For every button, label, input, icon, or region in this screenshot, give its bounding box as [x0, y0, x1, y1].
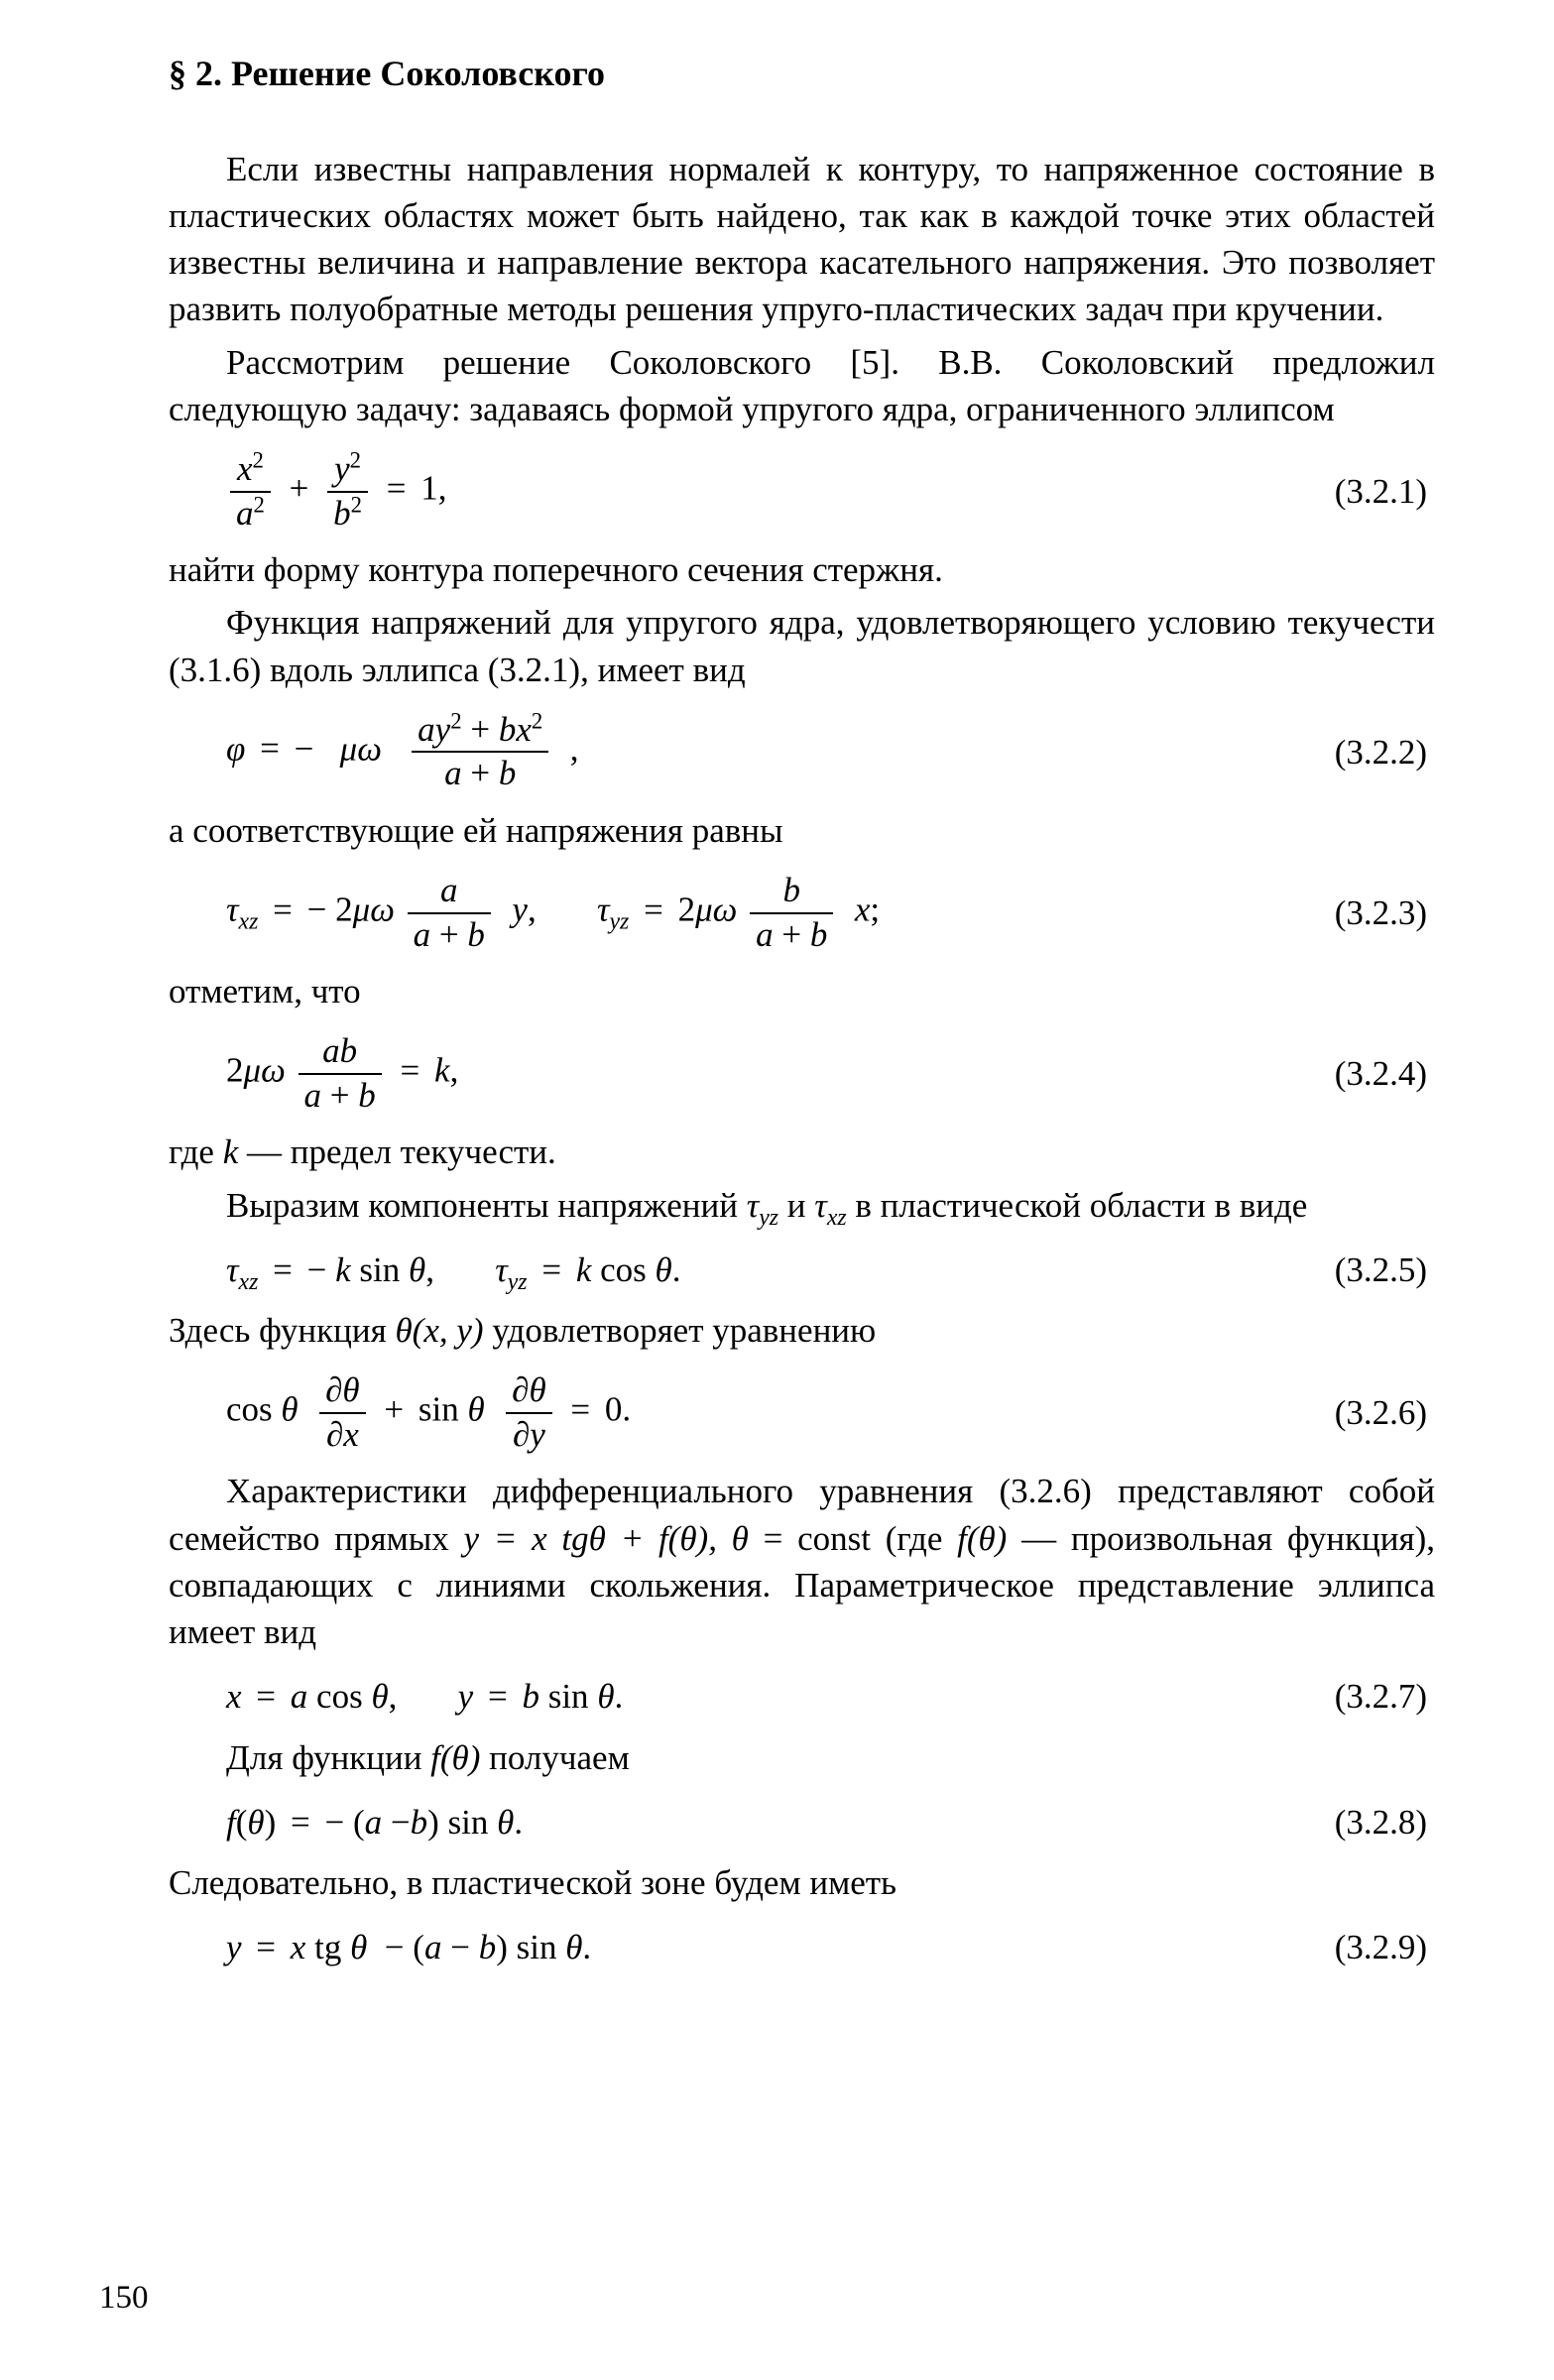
- paragraph-4: Функция напряжений для упругого ядра, уд…: [169, 599, 1435, 693]
- paragraph-12: Следовательно, в пластической зоне будем…: [169, 1859, 1435, 1906]
- equation-3-2-9: y = x tg θ − (a − b) sin θ. (3.2.9): [169, 1924, 1435, 1970]
- paragraph-2: Рассмотрим решение Соколовского [5]. В.В…: [169, 339, 1435, 433]
- equation-label: (3.2.4): [1335, 1050, 1435, 1097]
- equation-label: (3.2.5): [1335, 1247, 1435, 1293]
- equation-body: φ = − μω ay2 + bx2 a + b ,: [169, 711, 579, 793]
- equation-body: y = x tg θ − (a − b) sin θ.: [169, 1924, 591, 1970]
- equation-body: cos θ ∂θ ∂x + sin θ ∂θ ∂y = 0.: [169, 1371, 631, 1454]
- equation-3-2-1: x2 a2 + y2 b2 = 1, (3.2.1): [169, 450, 1435, 533]
- equation-3-2-3: τxz = − 2μω a a + b y, τyz = 2μω b a + b…: [169, 872, 1435, 954]
- equation-3-2-4: 2μω ab a + b = k, (3.2.4): [169, 1032, 1435, 1115]
- equation-body: x2 a2 + y2 b2 = 1,: [169, 450, 447, 533]
- page: § 2. Решение Соколовского Если известны …: [0, 0, 1554, 2380]
- equation-body: x = a cos θ, y = b sin θ.: [169, 1673, 623, 1720]
- equation-label: (3.2.1): [1335, 468, 1435, 515]
- equation-label: (3.2.2): [1335, 729, 1435, 775]
- page-number: 150: [99, 2276, 149, 2320]
- equation-3-2-5: τxz = − k sin θ, τyz = k cos θ. (3.2.5): [169, 1247, 1435, 1293]
- equation-body: τxz = − 2μω a a + b y, τyz = 2μω b a + b…: [169, 872, 880, 954]
- equation-body: f(θ) = − (a −b) sin θ.: [169, 1799, 523, 1845]
- equation-3-2-7: x = a cos θ, y = b sin θ. (3.2.7): [169, 1673, 1435, 1720]
- paragraph-10: Характеристики дифференциального уравнен…: [169, 1468, 1435, 1655]
- paragraph-5: а соответствующие ей напряжения равны: [169, 807, 1435, 854]
- paragraph-1: Если известны направления нормалей к кон…: [169, 146, 1435, 333]
- paragraph-9: Здесь функция θ(x, y) удовлетворяет урав…: [169, 1307, 1435, 1354]
- equation-3-2-6: cos θ ∂θ ∂x + sin θ ∂θ ∂y = 0. (3.2.6): [169, 1371, 1435, 1454]
- equation-label: (3.2.3): [1335, 890, 1435, 936]
- paragraph-6: отметим, что: [169, 968, 1435, 1014]
- equation-label: (3.2.9): [1335, 1924, 1435, 1970]
- equation-3-2-2: φ = − μω ay2 + bx2 a + b , (3.2.2): [169, 711, 1435, 793]
- equation-3-2-8: f(θ) = − (a −b) sin θ. (3.2.8): [169, 1799, 1435, 1845]
- section-title: § 2. Решение Соколовского: [169, 50, 1435, 98]
- equation-body: 2μω ab a + b = k,: [169, 1032, 458, 1115]
- equation-label: (3.2.8): [1335, 1799, 1435, 1845]
- paragraph-3: найти форму контура поперечного сечения …: [169, 546, 1435, 593]
- equation-label: (3.2.6): [1335, 1389, 1435, 1436]
- paragraph-11: Для функции f(θ) получаем: [169, 1734, 1435, 1781]
- equation-body: τxz = − k sin θ, τyz = k cos θ.: [169, 1247, 680, 1293]
- equation-label: (3.2.7): [1335, 1673, 1435, 1720]
- paragraph-8: Выразим компоненты напряжений τyz и τxz …: [169, 1182, 1435, 1229]
- paragraph-7: где k — предел текучести.: [169, 1129, 1435, 1175]
